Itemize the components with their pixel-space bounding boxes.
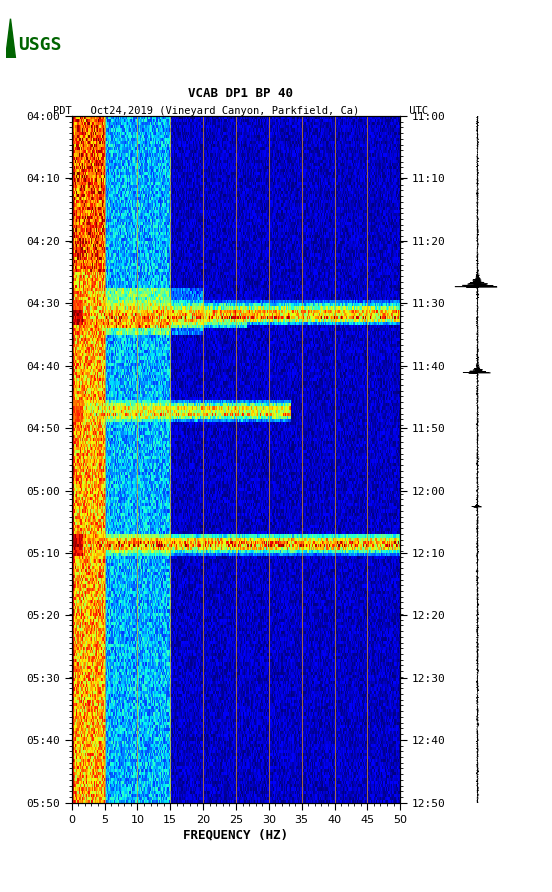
Text: USGS: USGS (18, 36, 61, 54)
Polygon shape (6, 19, 15, 58)
Text: PDT   Oct24,2019 (Vineyard Canyon, Parkfield, Ca)        UTC: PDT Oct24,2019 (Vineyard Canyon, Parkfie… (52, 106, 428, 117)
X-axis label: FREQUENCY (HZ): FREQUENCY (HZ) (183, 829, 289, 842)
Text: VCAB DP1 BP 40: VCAB DP1 BP 40 (188, 87, 293, 100)
